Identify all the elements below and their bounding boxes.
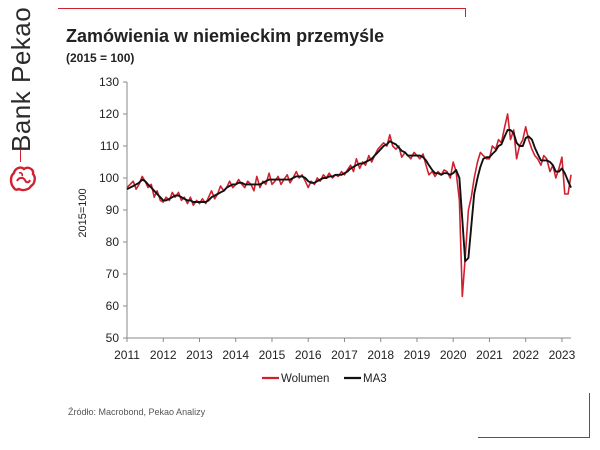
- x-tick-label: 2020: [440, 348, 467, 362]
- x-tick-label: 2011: [114, 348, 140, 362]
- x-tick-label: 2021: [476, 348, 503, 362]
- x-tick-label: 2022: [512, 348, 539, 362]
- x-tick-label: 2018: [367, 348, 394, 362]
- x-tick-label: 2015: [259, 348, 286, 362]
- legend-label-ma3: MA3: [363, 373, 387, 385]
- brand-divider: [20, 150, 21, 162]
- legend-label-wolumen: Wolumen: [281, 373, 329, 385]
- y-axis-label: 2015=100: [77, 188, 89, 237]
- footer-rule-end: [589, 393, 590, 438]
- series-layer: [126, 113, 572, 298]
- page-title: Zamówienia w niemieckim przemyśle: [66, 26, 385, 46]
- y-tick-label: 100: [99, 171, 119, 185]
- source-note: Źródło: Macrobond, Pekao Analizy: [68, 407, 206, 417]
- y-tick-label: 90: [106, 203, 120, 217]
- header-rule: [58, 8, 466, 9]
- footer-rule: [478, 437, 590, 438]
- brand-sidebar: Bank Pekao: [0, 0, 48, 450]
- x-tick-label: 2013: [186, 348, 213, 362]
- y-tick-label: 120: [99, 107, 119, 121]
- y-tick-label: 60: [106, 299, 120, 313]
- page-subtitle: (2015 = 100): [66, 51, 135, 65]
- x-tick-label: 2016: [295, 348, 322, 362]
- y-tick-label: 50: [106, 331, 120, 345]
- series-line-wolumen: [126, 113, 572, 298]
- x-tick-label: 2017: [331, 348, 358, 362]
- x-tick-label: 2014: [222, 348, 249, 362]
- x-tick-label: 2023: [549, 348, 576, 362]
- y-tick-label: 80: [106, 235, 120, 249]
- y-tick-label: 70: [106, 267, 120, 281]
- header-rule-end: [465, 8, 466, 17]
- x-axis: 2011 2012 2013 2014 2015 2016 2017 2018 2019 2020…: [114, 337, 576, 362]
- series-line-ma3: [126, 129, 572, 263]
- y-tick-label: 130: [99, 75, 119, 89]
- y-tick-label: 110: [100, 139, 119, 153]
- y-axis: 50 60 70 80 90 100 110 120 130: [99, 75, 128, 345]
- legend: Wolumen MA3: [262, 373, 387, 385]
- x-tick-label: 2019: [404, 348, 431, 362]
- bank-pekao-logo-icon: [9, 166, 36, 192]
- x-tick-label: 2012: [150, 348, 177, 362]
